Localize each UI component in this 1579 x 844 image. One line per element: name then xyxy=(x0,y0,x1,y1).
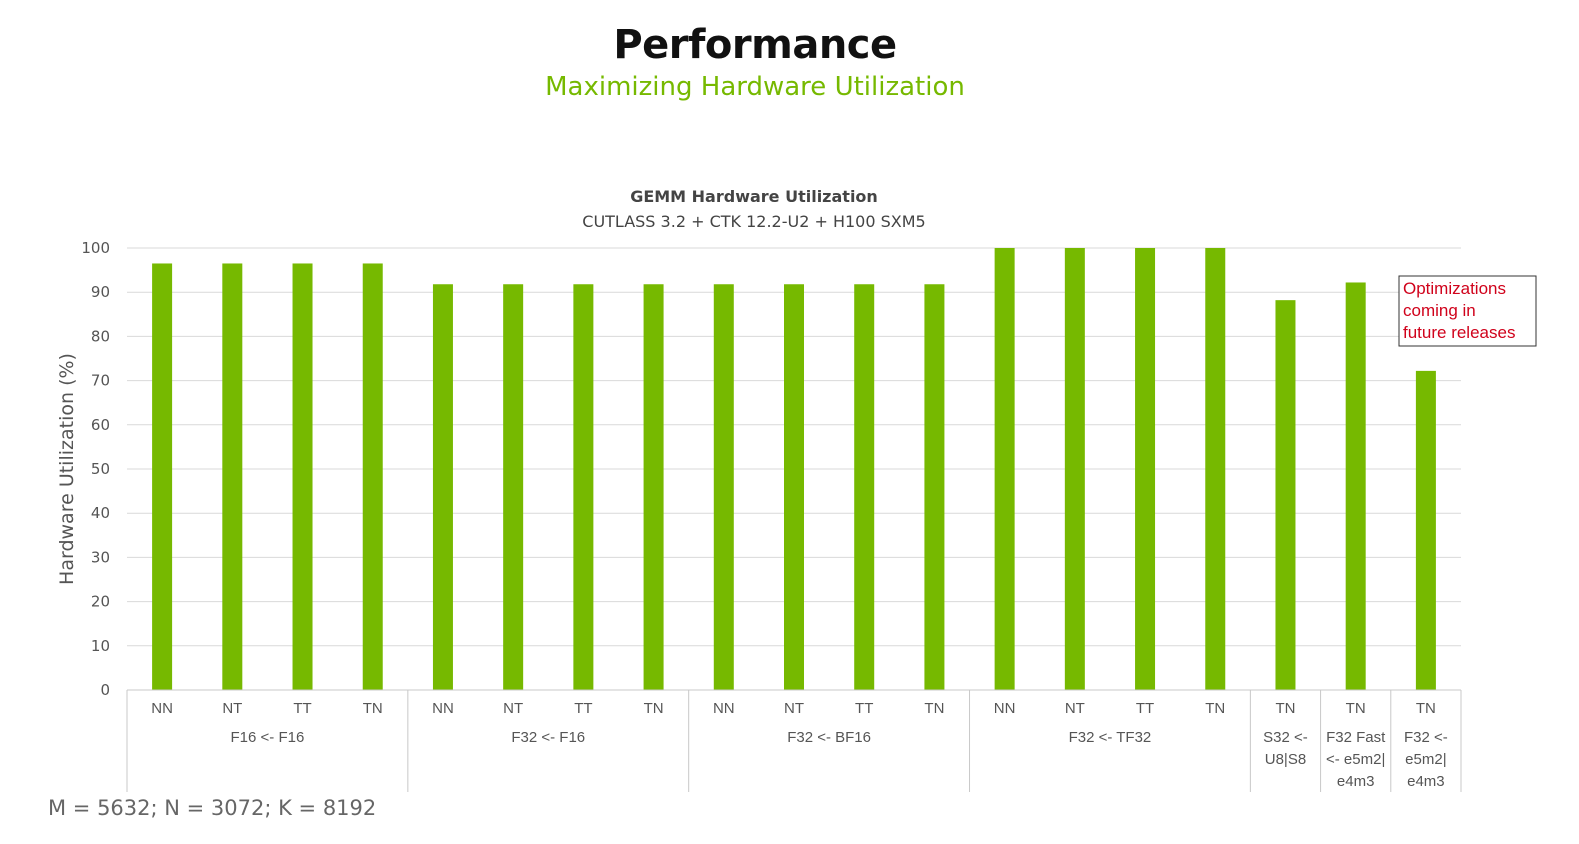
x-tick-label: NT xyxy=(1065,700,1085,717)
y-axis-label: Hardware Utilization (%) xyxy=(56,353,78,585)
x-tick-label: TN xyxy=(1205,700,1225,717)
annotation-line: future releases xyxy=(1403,323,1515,342)
bar xyxy=(1275,300,1296,690)
y-tick-label: 100 xyxy=(81,239,110,257)
y-axis-ticks: 0 10 20 30 40 50 60 70 80 90 100 xyxy=(81,239,110,699)
annotation-box xyxy=(1398,275,1537,347)
y-tick-label: 60 xyxy=(91,416,110,434)
y-tick-label: 10 xyxy=(91,637,110,655)
slide-subtitle: Maximizing Hardware Utilization xyxy=(545,72,965,102)
group-label-line: S32 <- xyxy=(1263,729,1308,746)
x-tick-label: TN xyxy=(1275,700,1295,717)
chart-subtitle: CUTLASS 3.2 + CTK 12.2-U2 + H100 SXM5 xyxy=(582,212,925,231)
y-tick-label: 90 xyxy=(91,283,110,301)
group-label: F16 <- F16 xyxy=(231,729,305,746)
group-label-line: F32 <- F16 xyxy=(511,729,585,746)
bar xyxy=(1415,370,1436,690)
bar xyxy=(1135,248,1156,690)
group-label: F32 <- F16 xyxy=(511,729,585,746)
group-label-line: e4m3 xyxy=(1337,773,1375,790)
x-tick-label: TT xyxy=(574,700,592,717)
x-tick-label: NN xyxy=(713,700,735,717)
group-label: F32 <- e5m2| e4m3 xyxy=(1404,729,1448,790)
bar xyxy=(152,263,173,690)
bar xyxy=(503,284,524,690)
x-tick-label: TT xyxy=(855,700,873,717)
bar xyxy=(784,284,804,690)
group-label-line: F32 <- BF16 xyxy=(787,729,871,746)
bar xyxy=(854,284,875,690)
y-tick-label: 70 xyxy=(91,372,110,390)
annotations: Optimizations coming in future releases xyxy=(1398,275,1537,347)
bar xyxy=(643,284,664,690)
annotation-line: coming in xyxy=(1403,301,1476,320)
annotation-text: Optimizations coming in future releases xyxy=(1403,279,1515,342)
bar xyxy=(1205,248,1226,690)
y-tick-label: 20 xyxy=(91,593,110,611)
x-tick-label: NT xyxy=(503,700,523,717)
group-label-line: F32 <- TF32 xyxy=(1069,729,1152,746)
group-label: S32 <- U8|S8 xyxy=(1263,729,1308,768)
group-label-line: e5m2| xyxy=(1405,751,1446,768)
group-label-line: <- e5m2| xyxy=(1326,751,1385,768)
bar xyxy=(924,284,945,690)
y-tick-label: 80 xyxy=(91,327,110,345)
footnote: M = 5632; N = 3072; K = 8192 xyxy=(48,796,377,820)
x-tick-label: TN xyxy=(1416,700,1436,717)
y-tick-label: 0 xyxy=(100,681,110,699)
x-tick-label: NT xyxy=(784,700,804,717)
x-tick-label: NN xyxy=(432,700,454,717)
bars xyxy=(152,248,1436,690)
bar xyxy=(1064,248,1085,690)
bar xyxy=(292,263,313,690)
bar xyxy=(713,284,734,690)
bar xyxy=(994,248,1015,690)
x-tick-label: TT xyxy=(293,700,311,717)
y-tick-label: 30 xyxy=(91,548,110,566)
group-label: F32 Fast <- e5m2| e4m3 xyxy=(1326,729,1386,790)
group-label: F32 <- BF16 xyxy=(787,729,871,746)
x-tick-label: TT xyxy=(1136,700,1154,717)
chart-title: GEMM Hardware Utilization xyxy=(630,187,878,206)
group-label-line: F16 <- F16 xyxy=(231,729,305,746)
group-label-line: F32 Fast xyxy=(1326,729,1386,746)
bar xyxy=(222,263,243,690)
x-tick-label: TN xyxy=(363,700,383,717)
y-tick-label: 40 xyxy=(91,504,110,522)
y-tick-label: 50 xyxy=(91,460,110,478)
group-label-line: U8|S8 xyxy=(1265,751,1306,768)
x-tick-label: NT xyxy=(222,700,242,717)
x-tick-label: NN xyxy=(994,700,1016,717)
bar xyxy=(573,284,594,690)
group-label: F32 <- TF32 xyxy=(1069,729,1152,746)
bar xyxy=(1345,282,1366,690)
x-tick-label: NN xyxy=(151,700,173,717)
x-tick-label: TN xyxy=(924,700,944,717)
annotation-line: Optimizations xyxy=(1403,279,1506,298)
bar xyxy=(432,284,453,690)
slide-title: Performance xyxy=(613,22,897,68)
group-label-line: F32 <- xyxy=(1404,729,1448,746)
x-axis: NN NT TT TN NN NT TT TN NN NT TT TN NN NT TT TN TN TN TN F1… xyxy=(126,689,1462,792)
bar xyxy=(362,263,383,690)
x-tick-label: TN xyxy=(644,700,664,717)
group-label-line: e4m3 xyxy=(1407,773,1445,790)
x-tick-label: TN xyxy=(1346,700,1366,717)
